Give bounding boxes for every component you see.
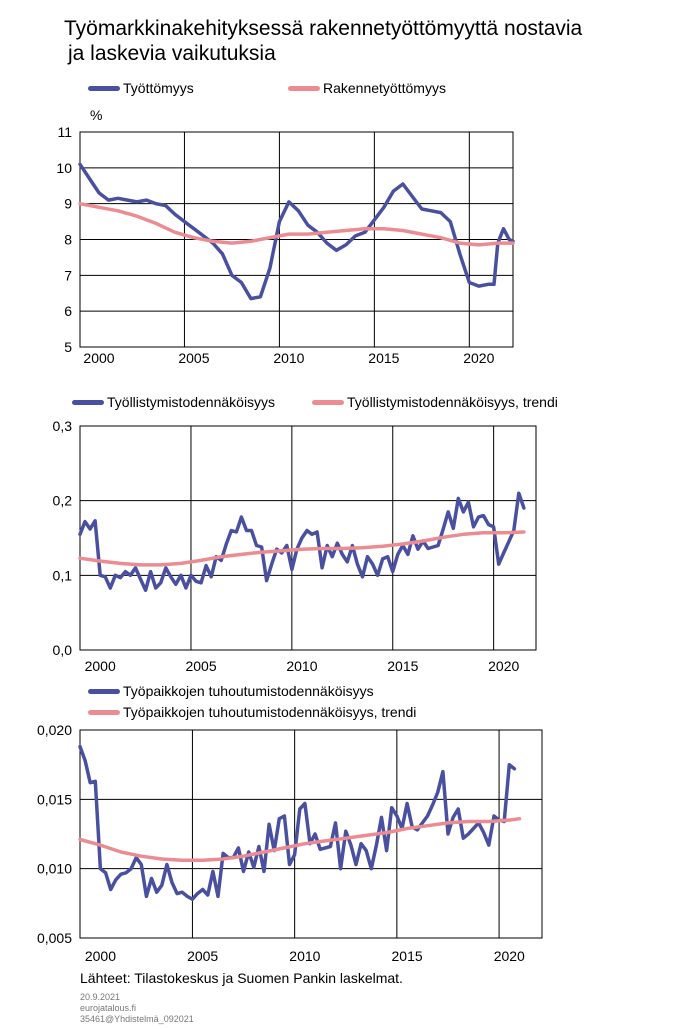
x-tick-label: 2010 [273,350,304,366]
chart-employment-probability: 0,0 0,1 0,2 0,3 2000 2005 2010 2015 2020 [53,418,537,674]
series-line-trend [78,530,526,567]
footer-id: 35461@Yhdistelmä_092021 [80,1014,194,1024]
y-unit-label: % [90,107,102,123]
y-tick-label: 0,2 [53,493,73,509]
x-tick-label: 2015 [387,658,418,674]
legend-item-series: Työttömyys [88,80,194,96]
x-tick-label: 2020 [488,658,519,674]
y-tick-label: 5 [64,339,72,355]
y-tick-label: 8 [64,232,72,248]
x-tick-label: 2015 [392,948,423,964]
y-tick-label: 6 [64,303,72,319]
plot-frame [79,729,543,939]
x-tick-label: 2005 [178,350,209,366]
legend-swatch-trend [288,85,320,91]
legend-swatch-trend [312,399,344,405]
legend-swatch-series [88,85,120,91]
legend-item-trend: Työpaikkojen tuhoutumistodennäköisyys, t… [88,704,416,720]
legend-label: Työpaikkojen tuhoutumistodennäköisyys [123,683,374,699]
x-tick-label: 2000 [85,658,116,674]
footer-date: 20.9.2021 [80,992,121,1002]
legend-swatch-series [72,399,104,405]
x-tick-label: 2010 [289,948,320,964]
title-line-1: Työmarkkinakehityksessä rakennetyöttömyy… [64,17,583,40]
legend-swatch-trend [88,709,120,715]
legend-item-trend: Rakennetyöttömyys [288,80,446,96]
legend-label: Työllistymistodennäköisyys, trendi [347,394,558,410]
legend-label: Työttömyys [123,80,194,96]
y-tick-label: 0,020 [37,722,72,738]
series-line-trend [78,201,515,247]
y-tick-label: 7 [64,267,72,283]
legend-item-trend: Työllistymistodennäköisyys, trendi [312,394,558,410]
series-line-main [78,744,517,901]
chart3-legend: Työpaikkojen tuhoutumistodennäköisyys Ty… [88,683,588,723]
x-tick-label: 2020 [463,350,494,366]
footer-site: eurojatalous.fi [80,1003,137,1013]
y-tick-label: 9 [64,196,72,212]
footer-meta: 20.9.2021 eurojatalous.fi 35461@Yhdistel… [80,992,194,1025]
legend-label: Rakennetyöttömyys [323,80,446,96]
legend-label: Työllistymistodennäköisyys [107,394,276,410]
y-tick-label: 0,3 [53,418,73,434]
x-tick-label: 2010 [286,658,317,674]
x-tick-label: 2005 [187,948,218,964]
x-tick-label: 2000 [83,350,114,366]
plot-frame [79,425,537,651]
x-tick-label: 2000 [85,948,116,964]
series-line-trend [78,816,522,863]
x-tick-label: 2020 [494,948,525,964]
chart1-legend: Työttömyys Rakennetyöttömyys [88,80,648,98]
chart-job-destruction-probability: 0,005 0,010 0,015 0,020 2000 2005 2010 2015 2020 [37,722,543,964]
legend-item-series: Työllistymistodennäköisyys [72,394,275,410]
y-tick-label: 11 [57,124,72,140]
series-line-main [78,491,526,593]
chart2-legend: Työllistymistodennäköisyys Työllistymist… [72,394,652,412]
y-tick-label: 0,005 [37,930,72,946]
series-line-main [78,162,515,301]
y-tick-label: 0,0 [53,642,73,658]
y-tick-label: 10 [56,160,72,176]
chart-unemployment: 5 6 7 8 9 10 11 2000 2005 2010 2015 2020% [56,107,515,366]
legend-label: Työpaikkojen tuhoutumistodennäköisyys, t… [123,704,417,720]
legend-item-series: Työpaikkojen tuhoutumistodennäköisyys [88,683,374,699]
x-tick-label: 2015 [368,350,399,366]
y-tick-label: 0,015 [37,791,72,807]
x-tick-label: 2005 [185,658,216,674]
y-tick-label: 0,010 [37,861,72,877]
title-line-2: ja laskevia vaikutuksia [68,42,276,65]
legend-swatch-series [88,688,120,694]
source-note: Lähteet: Tilastokeskus ja Suomen Pankin … [80,970,403,986]
y-tick-label: 0,1 [53,567,73,583]
page-title: Työmarkkinakehityksessä rakennetyöttömyy… [64,16,582,66]
